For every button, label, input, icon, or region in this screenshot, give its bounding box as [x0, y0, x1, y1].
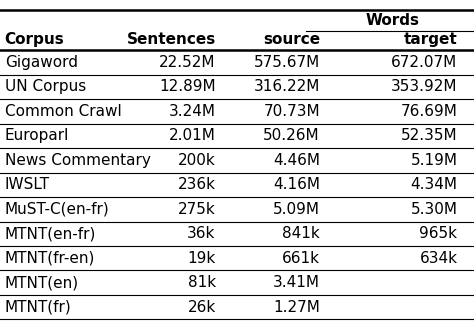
Text: 3.41M: 3.41M: [273, 275, 320, 290]
Text: 4.34M: 4.34M: [410, 177, 457, 192]
Text: 50.26M: 50.26M: [264, 128, 320, 143]
Text: Words: Words: [365, 13, 419, 28]
Text: 26k: 26k: [187, 300, 216, 315]
Text: News Commentary: News Commentary: [5, 153, 151, 168]
Text: 316.22M: 316.22M: [254, 79, 320, 94]
Text: source: source: [263, 33, 320, 48]
Text: 52.35M: 52.35M: [401, 128, 457, 143]
Text: 70.73M: 70.73M: [264, 104, 320, 119]
Text: 3.24M: 3.24M: [169, 104, 216, 119]
Text: 672.07M: 672.07M: [391, 55, 457, 70]
Text: 200k: 200k: [178, 153, 216, 168]
Text: 36k: 36k: [187, 226, 216, 241]
Text: Europarl: Europarl: [5, 128, 69, 143]
Text: 275k: 275k: [178, 202, 216, 217]
Text: 81k: 81k: [188, 275, 216, 290]
Text: IWSLT: IWSLT: [5, 177, 50, 192]
Text: Common Crawl: Common Crawl: [5, 104, 121, 119]
Text: 1.27M: 1.27M: [273, 300, 320, 315]
Text: 965k: 965k: [419, 226, 457, 241]
Text: 76.69M: 76.69M: [401, 104, 457, 119]
Text: 661k: 661k: [282, 251, 320, 266]
Text: 575.67M: 575.67M: [254, 55, 320, 70]
Text: MTNT(en-fr): MTNT(en-fr): [5, 226, 96, 241]
Text: 353.92M: 353.92M: [391, 79, 457, 94]
Text: 12.89M: 12.89M: [159, 79, 216, 94]
Text: 634k: 634k: [419, 251, 457, 266]
Text: 5.09M: 5.09M: [273, 202, 320, 217]
Text: 841k: 841k: [282, 226, 320, 241]
Text: MTNT(fr-en): MTNT(fr-en): [5, 251, 95, 266]
Text: MTNT(en): MTNT(en): [5, 275, 79, 290]
Text: 19k: 19k: [187, 251, 216, 266]
Text: 2.01M: 2.01M: [169, 128, 216, 143]
Text: UN Corpus: UN Corpus: [5, 79, 86, 94]
Text: MuST-C(en-fr): MuST-C(en-fr): [5, 202, 109, 217]
Text: Gigaword: Gigaword: [5, 55, 78, 70]
Text: Corpus: Corpus: [5, 33, 64, 48]
Text: target: target: [404, 33, 457, 48]
Text: 4.46M: 4.46M: [273, 153, 320, 168]
Text: 236k: 236k: [178, 177, 216, 192]
Text: 22.52M: 22.52M: [159, 55, 216, 70]
Text: Sentences: Sentences: [127, 33, 216, 48]
Text: MTNT(fr): MTNT(fr): [5, 300, 72, 315]
Text: 5.19M: 5.19M: [410, 153, 457, 168]
Text: 5.30M: 5.30M: [410, 202, 457, 217]
Text: 4.16M: 4.16M: [273, 177, 320, 192]
